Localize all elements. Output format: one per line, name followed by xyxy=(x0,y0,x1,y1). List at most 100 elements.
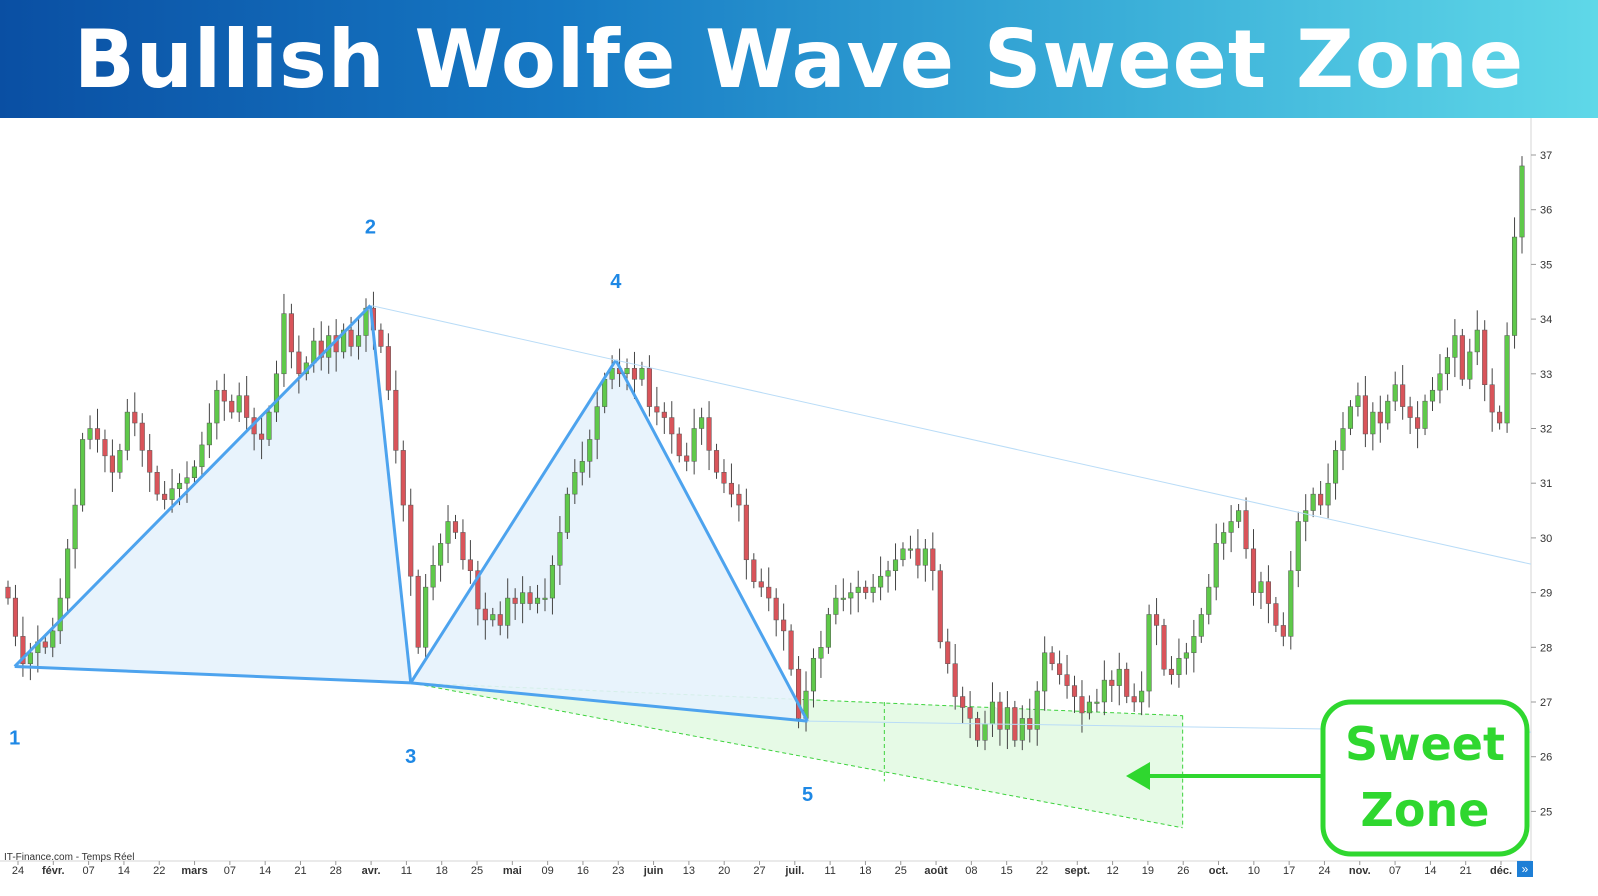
bull-candle xyxy=(445,521,451,544)
candle xyxy=(825,607,831,654)
bear-candle xyxy=(1079,696,1085,714)
bull-candle xyxy=(236,395,242,413)
bear-candle xyxy=(1459,335,1465,380)
candle xyxy=(1265,565,1271,624)
bear-candle xyxy=(945,641,951,664)
bull-candle xyxy=(1101,679,1107,703)
candle xyxy=(132,392,138,437)
bull-candle xyxy=(341,329,347,353)
candle xyxy=(452,514,459,539)
bear-candle xyxy=(244,395,250,418)
candle xyxy=(863,580,869,600)
bear-candle xyxy=(766,586,772,599)
bull-candle xyxy=(1034,690,1040,730)
candle xyxy=(646,355,652,417)
bull-candle xyxy=(840,597,846,600)
bull-candle xyxy=(602,379,608,407)
bear-candle xyxy=(259,433,265,440)
candle xyxy=(1370,402,1376,451)
bull-candle xyxy=(1176,657,1182,675)
bull-candle xyxy=(1429,389,1436,402)
candle xyxy=(50,617,56,658)
candle xyxy=(259,417,265,460)
x-tick-label: 14 xyxy=(259,865,271,877)
y-tick-label: 25 xyxy=(1540,806,1552,818)
candle xyxy=(1034,681,1040,746)
bear-candle xyxy=(728,482,734,495)
candle xyxy=(1139,671,1145,716)
bull-candle xyxy=(825,614,831,648)
candle xyxy=(892,543,899,591)
bull-candle xyxy=(1183,652,1189,659)
bull-candle xyxy=(1139,690,1145,703)
candle xyxy=(497,601,503,636)
candle xyxy=(1049,646,1055,671)
candle xyxy=(654,386,660,426)
candle xyxy=(482,592,488,640)
bear-candle xyxy=(952,663,958,697)
y-tick-label: 36 xyxy=(1540,205,1552,217)
wave-point-label: 3 xyxy=(405,746,416,768)
candle xyxy=(244,375,250,431)
candle xyxy=(1057,650,1063,685)
bear-candle xyxy=(400,450,406,506)
x-tick-label: 24 xyxy=(12,865,24,877)
candle xyxy=(1027,698,1033,743)
bear-candle xyxy=(713,450,720,473)
candle xyxy=(117,443,123,479)
bull-candle xyxy=(892,559,899,571)
bear-candle xyxy=(482,608,488,621)
candle xyxy=(1168,656,1175,685)
bull-candle xyxy=(699,417,705,429)
candle xyxy=(1437,354,1443,404)
candle xyxy=(788,624,794,676)
candle xyxy=(1221,522,1227,560)
bear-candle xyxy=(781,619,787,632)
bull-candle xyxy=(1086,701,1092,714)
candle xyxy=(460,519,466,570)
candle xyxy=(57,578,63,645)
bear-candle xyxy=(1161,625,1167,670)
bull-candle xyxy=(214,389,220,424)
bull-candle xyxy=(1295,521,1301,571)
bull-candle xyxy=(281,313,287,375)
candle xyxy=(960,686,966,724)
bear-candle xyxy=(467,559,473,571)
bear-candle xyxy=(1154,614,1160,626)
x-tick-label: 22 xyxy=(153,865,165,877)
bull-candle xyxy=(184,477,190,484)
title-banner: Bullish Wolfe Wave Sweet Zone xyxy=(0,0,1598,118)
candle xyxy=(1116,652,1122,706)
bull-candle xyxy=(1146,614,1152,692)
candle xyxy=(1310,487,1316,518)
bull-candle xyxy=(65,548,71,599)
candle xyxy=(1385,394,1391,430)
wave-leg xyxy=(614,359,809,722)
bear-candle xyxy=(975,718,981,741)
bear-candle xyxy=(1250,548,1257,593)
x-tick-label: sept. xyxy=(1064,865,1090,877)
candle xyxy=(184,461,190,503)
candle xyxy=(80,432,86,512)
bear-candle xyxy=(773,597,779,621)
candle xyxy=(467,540,473,584)
candle xyxy=(766,567,772,612)
bear-candle xyxy=(661,411,667,418)
scroll-button-label: » xyxy=(1522,862,1529,876)
bull-candle xyxy=(848,592,854,599)
bull-candle xyxy=(199,444,205,468)
candle xyxy=(922,538,928,582)
bear-candle xyxy=(915,548,921,566)
x-tick-label: 28 xyxy=(330,865,342,877)
bear-candle xyxy=(1049,652,1055,664)
candle xyxy=(1019,705,1025,751)
candle xyxy=(154,465,160,501)
candle xyxy=(430,545,436,601)
bear-candle xyxy=(1064,674,1070,686)
y-tick-label: 32 xyxy=(1540,424,1552,436)
bull-candle xyxy=(1392,384,1398,402)
candle xyxy=(94,408,101,453)
candle xyxy=(341,323,347,359)
scroll-right-button[interactable]: » xyxy=(1517,861,1533,877)
candle xyxy=(109,439,115,492)
